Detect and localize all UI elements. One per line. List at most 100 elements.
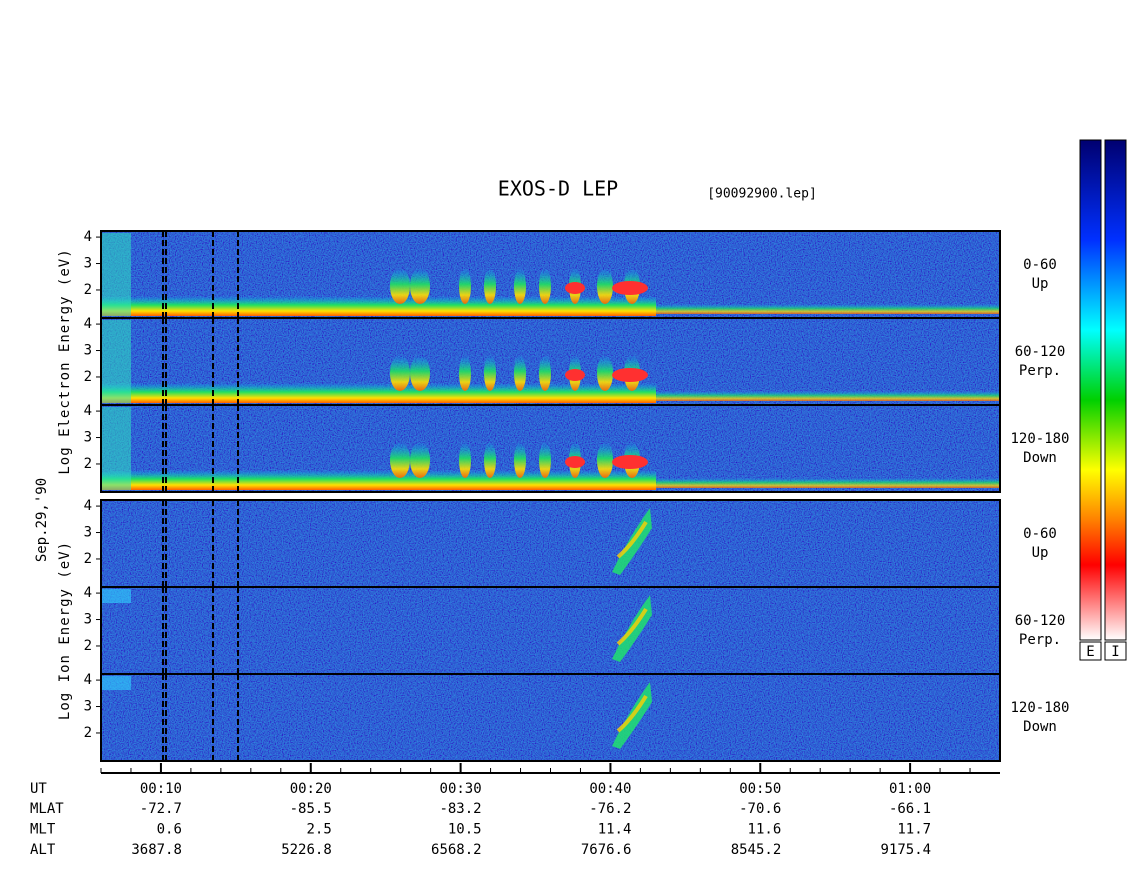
chart-title: EXOS-D LEP (498, 177, 618, 201)
panel-label: Up (1032, 276, 1049, 292)
chart-subtitle: [90092900.lep] (707, 187, 817, 202)
orbit-row-label: MLAT (30, 801, 64, 817)
spectrogram-peak (612, 455, 648, 469)
spectrogram-burst (459, 355, 471, 391)
panel-label: Perp. (1019, 632, 1061, 648)
panel-label: 60-120 (1015, 613, 1066, 629)
orbit-row-label: ALT (30, 842, 56, 858)
spectrogram-peak (565, 282, 585, 294)
orbit-value: 9175.4 (881, 842, 932, 858)
spectrogram-burst (484, 442, 496, 478)
x-tick-label: 00:30 (440, 781, 482, 797)
panel-label: 0-60 (1023, 257, 1057, 273)
spectrogram-early (101, 589, 131, 603)
orbit-value: 3687.8 (131, 842, 182, 858)
colorbar-label: I (1111, 644, 1119, 660)
spectrogram-burst (597, 355, 613, 391)
spectrogram-burst (514, 268, 526, 304)
orbit-value: 5226.8 (281, 842, 332, 858)
spectrogram-streak (616, 694, 648, 733)
spectrogram-early (101, 676, 131, 690)
spectrogram-burst (390, 442, 410, 478)
orbit-row-label: UT (30, 781, 47, 797)
spectrogram-peak (612, 368, 648, 382)
spectrogram-noise (101, 674, 1000, 761)
y-tick-label: 4 (84, 229, 92, 245)
y-tick-label: 2 (84, 456, 92, 472)
spectrogram-burst (484, 355, 496, 391)
orbit-row-label: MLT (30, 822, 56, 838)
y-tick-label: 2 (84, 638, 92, 654)
x-tick-label: 01:00 (889, 781, 931, 797)
spectrogram-burst (597, 442, 613, 478)
y-axis-label: Log Ion Energy (eV) (57, 541, 73, 720)
orbit-value: 11.6 (748, 822, 782, 838)
colorbar (1079, 139, 1102, 641)
orbit-value: 7676.6 (581, 842, 632, 858)
x-tick-label: 00:20 (290, 781, 332, 797)
panel-label: 60-120 (1015, 344, 1066, 360)
spectrogram-early (101, 233, 131, 316)
spectrogram-band (656, 478, 1000, 488)
spectrogram-burst (410, 355, 430, 391)
spectrogram-burst (390, 355, 410, 391)
y-tick-label: 2 (84, 282, 92, 298)
spectrogram-burst (484, 268, 496, 304)
x-tick-label: 00:10 (140, 781, 182, 797)
y-tick-label: 4 (84, 585, 92, 601)
spectrogram-band (656, 391, 1000, 401)
spectrogram-burst (539, 268, 551, 304)
x-tick-label: 00:40 (589, 781, 631, 797)
spectrogram-peak (612, 281, 648, 295)
y-tick-label: 3 (84, 525, 92, 541)
orbit-value: 8545.2 (731, 842, 782, 858)
spectrogram-burst (539, 355, 551, 391)
spectrogram-streak (616, 607, 648, 646)
y-tick-label: 3 (84, 612, 92, 628)
y-tick-label: 4 (84, 316, 92, 332)
spectrogram-noise (101, 500, 1000, 587)
colorbar (1104, 139, 1127, 641)
spectrogram-burst (410, 268, 430, 304)
colorbar-label: E (1086, 644, 1094, 660)
spectrogram-noise (101, 587, 1000, 674)
colorbar-label-box (1079, 641, 1102, 661)
y-tick-label: 3 (84, 343, 92, 359)
y-tick-label: 2 (84, 551, 92, 567)
y-tick-label: 4 (84, 672, 92, 688)
orbit-value: -76.2 (589, 801, 631, 817)
spectrogram-early (101, 407, 131, 490)
spectrogram-burst (390, 268, 410, 304)
panel-label: 120-180 (1010, 431, 1069, 447)
orbit-value: 2.5 (306, 822, 331, 838)
spectrogram-burst (459, 442, 471, 478)
spectrogram-peak (565, 456, 585, 468)
spectrogram-burst (539, 442, 551, 478)
panel-label: 0-60 (1023, 526, 1057, 542)
y-tick-label: 2 (84, 369, 92, 385)
orbit-value: -72.7 (140, 801, 182, 817)
orbit-value: 11.4 (598, 822, 632, 838)
y-axis-label: Log Electron Energy (eV) (57, 248, 73, 474)
date-label: Sep.29,'90 (34, 478, 50, 562)
spectrogram-burst (459, 268, 471, 304)
colorbar-label-box (1104, 641, 1127, 661)
spectrogram-burst (514, 442, 526, 478)
y-tick-label: 3 (84, 256, 92, 272)
orbit-value: 11.7 (897, 822, 931, 838)
spectrogram-streak (616, 520, 648, 559)
spectrogram-burst (597, 268, 613, 304)
y-tick-label: 3 (84, 699, 92, 715)
spectrogram-early (101, 320, 131, 403)
orbit-value: 0.6 (157, 822, 182, 838)
panel-frame (100, 673, 1001, 762)
spectrogram-burst (410, 442, 430, 478)
panel-label: 120-180 (1010, 700, 1069, 716)
y-tick-label: 4 (84, 498, 92, 514)
colorbars (1079, 139, 1127, 661)
orbit-value: -70.6 (739, 801, 781, 817)
x-tick-label: 00:50 (739, 781, 781, 797)
orbit-value: 10.5 (448, 822, 482, 838)
spectrogram-peak (565, 369, 585, 381)
